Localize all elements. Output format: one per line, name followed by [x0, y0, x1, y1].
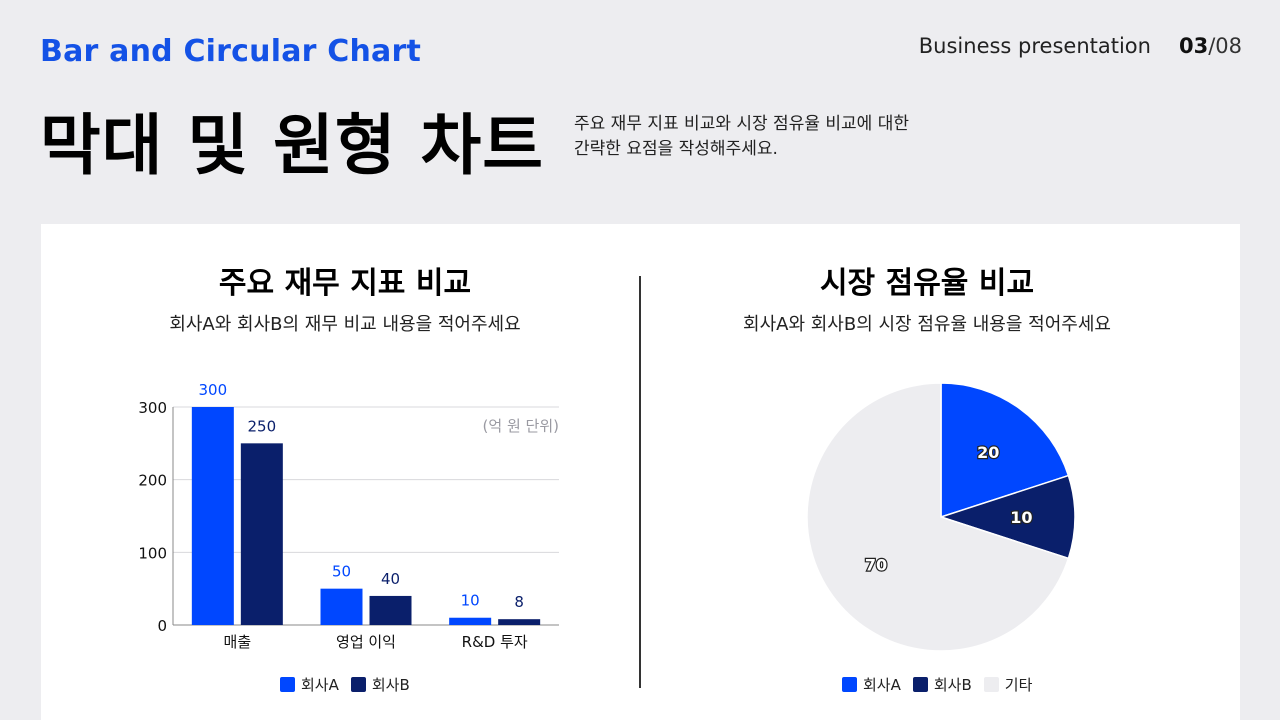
page-meta: Business presentation 03 /08: [919, 34, 1242, 58]
bar-회사a-2: [449, 617, 492, 625]
pie-section-title: 시장 점유율 비교: [819, 266, 1035, 301]
legend-label: 회사B: [933, 676, 972, 694]
legend-swatch: [842, 677, 857, 692]
pie-value-label: 10: [1010, 508, 1032, 527]
pie-slice-회사a: [940, 382, 1070, 519]
bar-회사b-0: [240, 443, 283, 625]
bar-chart: 0 100 200 300 300 250 매출 50 40 영업 이익 10 8 R&D 투자 (억 원…: [138, 381, 559, 651]
legend-label: 회사B: [371, 676, 410, 694]
x-tick-label: 영업 이익: [336, 633, 396, 651]
bar-value-label: 50: [332, 563, 351, 581]
bar-회사b-2: [498, 619, 541, 625]
legend-swatch: [350, 677, 366, 692]
bar-legend: 회사A 회사B: [280, 674, 410, 695]
x-tick-label: 매출: [224, 633, 252, 651]
bar-section-title: 주요 재무 지표 비교: [218, 266, 472, 301]
legend-item-회사b: 회사B: [912, 674, 972, 695]
legend-item-회사b: 회사B: [350, 674, 410, 695]
bar-회사a-1: [320, 588, 363, 625]
legend-label: 회사A: [863, 676, 901, 694]
pie-value-label: 20: [977, 443, 999, 462]
content-panel: 주요 재무 지표 비교 회사A와 회사B의 재무 비교 내용을 적어주세요 0 1…: [41, 224, 1240, 720]
legend-item-회사a: 회사A: [842, 674, 901, 695]
page-description: 주요 재무 지표 비교와 시장 점유율 비교에 대한 간략한 요점을 작성해주세…: [574, 112, 994, 162]
y-tick-label: 0: [157, 617, 167, 635]
y-tick-label: 100: [138, 544, 167, 562]
legend-swatch: [983, 677, 999, 692]
unit-annotation: (억 원 단위): [483, 417, 559, 435]
y-tick-label: 200: [138, 472, 167, 490]
section-divider: [639, 276, 641, 688]
bar-value-label: 8: [514, 593, 524, 611]
doc-label: Business presentation: [918, 34, 1151, 58]
y-tick-label: 300: [138, 399, 167, 417]
page-title: 막대 및 원형 차트: [40, 107, 544, 184]
page-total: /08: [1208, 34, 1242, 58]
pie-section-subtitle: 회사A와 회사B의 시장 점유율 내용을 적어주세요: [743, 314, 1111, 335]
legend-swatch: [912, 677, 928, 692]
bar-회사b-1: [369, 595, 412, 625]
bar-section-subtitle: 회사A와 회사B의 재무 비교 내용을 적어주세요: [169, 314, 521, 335]
legend-label: 회사A: [301, 676, 339, 694]
legend-swatch: [280, 677, 295, 692]
eyebrow-title: Bar and Circular Chart: [40, 34, 422, 69]
bar-value-label: 10: [461, 592, 480, 610]
page-current: 03: [1178, 34, 1209, 58]
bar-회사a-0: [191, 407, 234, 625]
pie-chart: 20 10 70: [806, 382, 1076, 652]
bar-value-label: 40: [381, 570, 400, 588]
legend-item-기타: 기타: [983, 674, 1033, 695]
pie-slice-기타: [806, 382, 1070, 652]
pie-value-label: 70: [865, 555, 887, 574]
legend-item-회사a: 회사A: [280, 674, 339, 695]
pie-slice-회사b: [938, 474, 1076, 560]
bar-value-label: 300: [199, 381, 228, 399]
pie-legend: 회사A 회사B 기타: [842, 674, 1032, 695]
x-tick-label: R&D 투자: [462, 633, 528, 651]
description-line-2: 간략한 요점을 작성해주세요.: [574, 139, 778, 159]
description-line-1: 주요 재무 지표 비교와 시장 점유율 비교에 대한: [574, 114, 909, 134]
bar-value-label: 250: [248, 417, 277, 435]
legend-label: 기타: [1004, 676, 1033, 694]
